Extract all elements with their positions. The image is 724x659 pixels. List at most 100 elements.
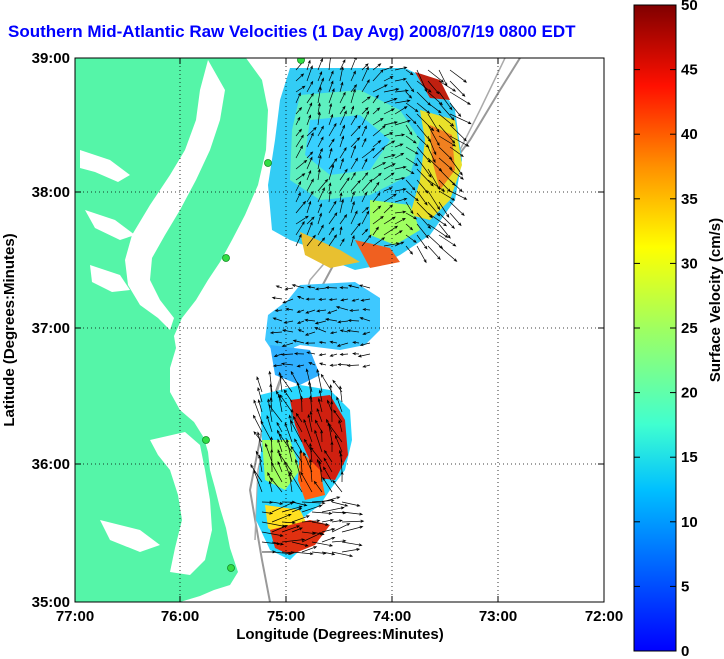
velocity-arrow bbox=[306, 126, 317, 137]
velocity-arrow bbox=[341, 501, 361, 507]
velocity-arrow bbox=[268, 370, 273, 393]
velocity-arrow bbox=[405, 135, 417, 144]
velocity-arrow bbox=[449, 168, 464, 180]
chesapeake-bay bbox=[125, 60, 225, 330]
velocity-arrow bbox=[295, 180, 302, 192]
velocity-arrow bbox=[359, 284, 371, 289]
velocity-arrow bbox=[327, 399, 333, 413]
velocity-arrow bbox=[317, 397, 323, 413]
velocity-arrow bbox=[361, 79, 370, 93]
velocity-arrow bbox=[339, 105, 346, 115]
velocity-arrow bbox=[337, 320, 349, 324]
velocity-arrow bbox=[372, 140, 382, 148]
velocity-arrow bbox=[438, 190, 456, 201]
x-axis-label: Longitude (Degrees:Minutes) bbox=[236, 626, 444, 643]
velocity-arrow bbox=[318, 297, 327, 301]
velocity-arrow bbox=[331, 551, 354, 558]
velocity-arrow bbox=[304, 331, 316, 336]
velocity-arrow bbox=[268, 404, 283, 423]
velocity-arrow bbox=[323, 449, 333, 463]
velocity-arrow bbox=[438, 135, 457, 147]
velocity-arrow bbox=[372, 63, 382, 71]
velocity-arrow bbox=[258, 454, 263, 473]
velocity-arrow bbox=[350, 222, 361, 236]
velocity-arrow bbox=[416, 190, 428, 206]
velocity-arrow bbox=[271, 501, 284, 505]
velocity-arrow bbox=[352, 352, 360, 356]
velocity-arrow bbox=[383, 163, 396, 170]
velocity-arrow bbox=[372, 192, 381, 203]
velocity-arrow bbox=[290, 408, 294, 422]
velocity-arrow bbox=[317, 187, 325, 203]
velocity-arrow bbox=[350, 210, 358, 225]
velocity-arrow bbox=[449, 124, 467, 142]
velocity-arrow bbox=[405, 212, 418, 220]
velocity-arrow bbox=[372, 94, 379, 104]
velocity-field bbox=[256, 68, 462, 560]
velocity-arrow bbox=[438, 113, 455, 127]
velocity-arrow bbox=[306, 156, 313, 170]
velocity-arrow bbox=[438, 223, 451, 239]
velocity-arrow bbox=[350, 88, 356, 104]
velocity-arrow bbox=[328, 58, 332, 71]
velocity-arrow bbox=[427, 80, 440, 95]
velocity-arrow bbox=[291, 501, 308, 507]
velocity-arrow bbox=[331, 523, 351, 533]
velocity-arrow bbox=[360, 298, 371, 302]
velocity-arrow bbox=[329, 340, 338, 344]
velocity-arrow bbox=[416, 168, 434, 187]
velocity-arrow bbox=[449, 102, 462, 118]
velocity-arrow bbox=[317, 147, 323, 159]
velocity-arrow bbox=[361, 210, 370, 225]
velocity-arrow bbox=[328, 138, 335, 148]
velocity-arrow bbox=[317, 125, 324, 137]
velocity-arrow bbox=[352, 341, 360, 345]
velocity-arrow bbox=[328, 298, 338, 302]
velocity-arrow bbox=[339, 147, 347, 159]
velocity-arrow bbox=[383, 242, 400, 247]
velocity-arrow bbox=[320, 373, 333, 393]
velocity-arrow bbox=[253, 469, 263, 493]
velocity-arrow bbox=[341, 519, 365, 523]
velocity-arrow bbox=[295, 412, 303, 423]
velocity-arrow bbox=[260, 420, 273, 443]
velocity-arrow bbox=[292, 339, 305, 344]
velocity-arrow bbox=[405, 113, 417, 125]
velocity-arrow bbox=[339, 66, 344, 82]
velocity-arrow bbox=[328, 122, 337, 137]
velocity-arrow bbox=[361, 63, 369, 71]
velocity-arrow bbox=[361, 206, 369, 214]
velocity-arrow bbox=[270, 461, 283, 483]
velocity-arrow bbox=[328, 234, 338, 247]
velocity-arrow bbox=[318, 340, 327, 344]
velocity-arrow bbox=[405, 91, 413, 99]
velocity-arrow bbox=[328, 200, 337, 214]
velocity-arrow bbox=[338, 385, 343, 403]
velocity-arrow bbox=[341, 541, 363, 547]
y-axis-label: Latitude (Degrees:Minutes) bbox=[1, 233, 18, 426]
velocity-arrow bbox=[295, 128, 302, 137]
velocity-arrow bbox=[336, 342, 349, 347]
velocity-arrow bbox=[339, 59, 346, 71]
velocity-arrow bbox=[280, 362, 294, 366]
velocity-arrow bbox=[350, 172, 356, 181]
velocity-arrow bbox=[323, 466, 333, 483]
velocity-arrow bbox=[350, 125, 361, 137]
velocity-arrow bbox=[383, 66, 394, 71]
velocity-arrow bbox=[325, 286, 338, 290]
velocity-arrow bbox=[280, 352, 294, 356]
velocity-arrow bbox=[362, 364, 371, 368]
velocity-arrow bbox=[328, 226, 335, 236]
velocity-arrow bbox=[394, 133, 406, 137]
velocity-arrow bbox=[317, 111, 321, 126]
velocity-arrow bbox=[394, 197, 408, 203]
velocity-arrow bbox=[362, 308, 371, 312]
velocity-arrow bbox=[261, 531, 284, 537]
velocity-arrow bbox=[405, 201, 414, 215]
velocity-arrow bbox=[394, 77, 407, 82]
velocity-arrow bbox=[416, 80, 432, 93]
velocity-arrow bbox=[427, 168, 441, 191]
velocity-arrow bbox=[295, 85, 306, 93]
velocity-arrow bbox=[328, 190, 332, 203]
velocity-arrow bbox=[341, 548, 361, 553]
